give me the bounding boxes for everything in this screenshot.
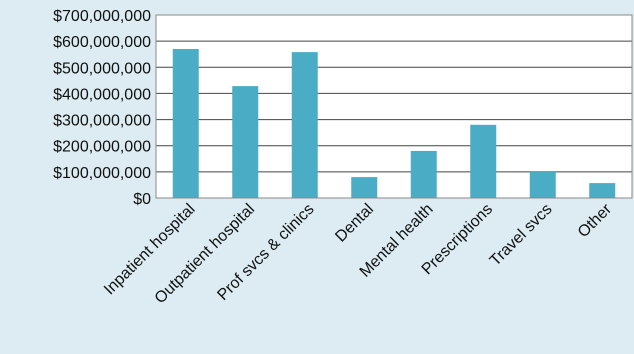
x-tick-label: Dental — [332, 201, 377, 246]
y-tick-label: $400,000,000 — [53, 86, 151, 103]
y-tick-label: $300,000,000 — [53, 113, 151, 130]
bar — [291, 52, 318, 198]
bar — [351, 177, 378, 198]
y-axis-tick-labels: $0 $100,000,000 $200,000,000 $300,000,000 $4… — [53, 8, 151, 208]
y-tick-label: $700,000,000 — [53, 8, 151, 25]
bar — [232, 86, 259, 198]
y-tick-label: $200,000,000 — [53, 139, 151, 156]
plot-area — [156, 15, 632, 198]
x-tick-label: Travel svcs — [487, 201, 556, 270]
bar — [410, 150, 437, 198]
plot-border — [155, 14, 633, 199]
x-tick-label: Other — [575, 200, 616, 241]
bar — [470, 124, 497, 198]
bar — [172, 48, 199, 198]
bars — [172, 48, 616, 198]
y-tick-label: $100,000,000 — [53, 165, 151, 182]
y-tick-label: $600,000,000 — [53, 34, 151, 51]
bar — [529, 171, 556, 198]
y-tick-label: $500,000,000 — [53, 60, 151, 77]
x-tick-label: Outpatient hospital — [152, 201, 258, 307]
bar — [589, 183, 616, 198]
y-tick-label: $0 — [133, 191, 151, 208]
